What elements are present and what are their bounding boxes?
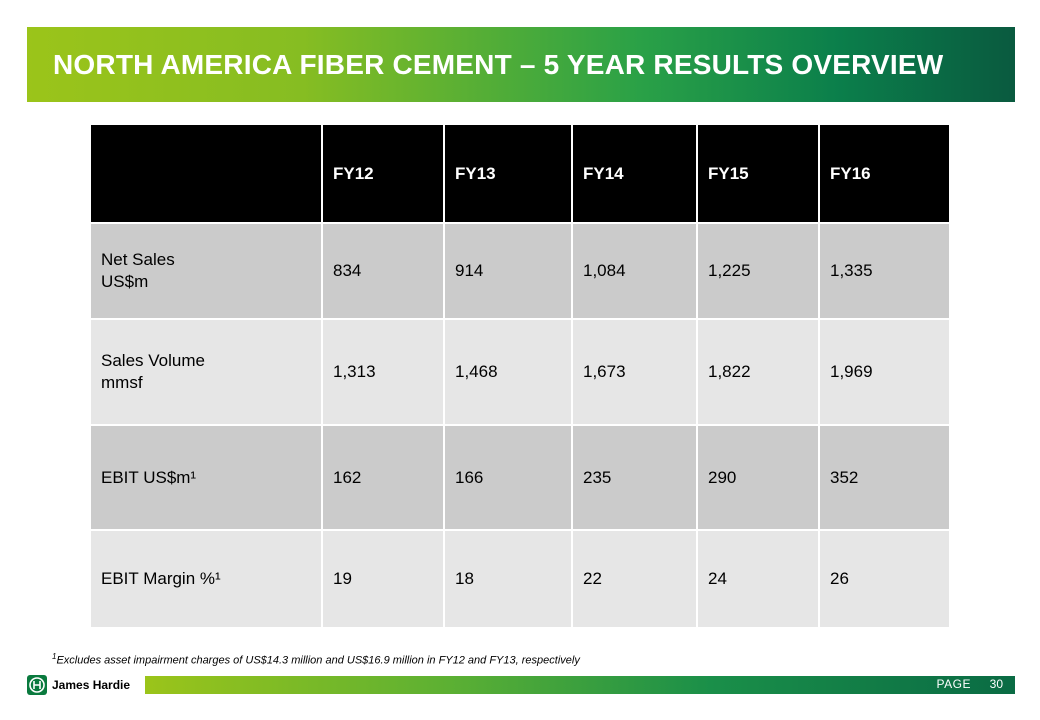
table-cell: 166 (443, 424, 573, 531)
row-label-ebit: EBIT US$m¹ (89, 424, 323, 531)
company-logo: James Hardie (27, 673, 130, 697)
footnote-marker: 1 (52, 652, 57, 661)
table-cell: 1,969 (818, 318, 951, 427)
table-cell: 162 (321, 424, 445, 531)
footer-bar: PAGE 30 (145, 676, 1015, 694)
table-cell: 1,313 (321, 318, 445, 427)
table-cell: 1,673 (571, 318, 698, 427)
table-cell: 1,225 (696, 221, 820, 321)
page-number: 30 (989, 677, 1003, 691)
row-label-line2: mmsf (101, 373, 143, 393)
table-cell: 834 (321, 221, 445, 321)
footnote: 1Excludes asset impairment charges of US… (52, 652, 580, 667)
table-cell: 1,468 (443, 318, 573, 427)
row-label-net-sales: Net Sales US$m (89, 221, 323, 321)
table-cell: 1,822 (696, 318, 820, 427)
table-cell: 1,335 (818, 221, 951, 321)
results-table: FY12 FY13 FY14 FY15 FY16 Net Sales US$m … (89, 123, 951, 630)
row-label-line1: Sales Volume (101, 351, 205, 371)
table-cell: 352 (818, 424, 951, 531)
table-cell: 26 (818, 528, 951, 630)
page-label: PAGE (936, 677, 971, 691)
table-cell: 19 (321, 528, 445, 630)
table-header-row: FY12 FY13 FY14 FY15 FY16 (89, 123, 951, 224)
row-label-line1: Net Sales (101, 250, 175, 270)
table-row-ebit: EBIT US$m¹ 162 166 235 290 352 (89, 424, 951, 531)
table-cell: 914 (443, 221, 573, 321)
table-row-ebit-margin: EBIT Margin %¹ 19 18 22 24 26 (89, 528, 951, 630)
page-title: NORTH AMERICA FIBER CEMENT – 5 YEAR RESU… (53, 49, 944, 80)
table-cell: 290 (696, 424, 820, 531)
row-label-ebit-margin: EBIT Margin %¹ (89, 528, 323, 630)
table-cell: 18 (443, 528, 573, 630)
table-row-net-sales: Net Sales US$m 834 914 1,084 1,225 1,335 (89, 221, 951, 321)
row-label-line2: US$m (101, 272, 149, 292)
table-cell: 235 (571, 424, 698, 531)
james-hardie-logo-icon (27, 675, 47, 695)
column-header-fy14: FY14 (571, 123, 698, 224)
logo-text: James Hardie (52, 678, 131, 692)
table-cell: 1,084 (571, 221, 698, 321)
column-header-fy15: FY15 (696, 123, 820, 224)
column-header-fy16: FY16 (818, 123, 951, 224)
column-header-fy13: FY13 (443, 123, 573, 224)
title-banner: NORTH AMERICA FIBER CEMENT – 5 YEAR RESU… (27, 27, 1015, 102)
row-label-sales-volume: Sales Volume mmsf (89, 318, 323, 427)
table-cell: 24 (696, 528, 820, 630)
footnote-text: Excludes asset impairment charges of US$… (56, 654, 580, 667)
table-row-sales-volume: Sales Volume mmsf 1,313 1,468 1,673 1,82… (89, 318, 951, 427)
column-header-blank (89, 123, 323, 224)
table-cell: 22 (571, 528, 698, 630)
column-header-fy12: FY12 (321, 123, 445, 224)
